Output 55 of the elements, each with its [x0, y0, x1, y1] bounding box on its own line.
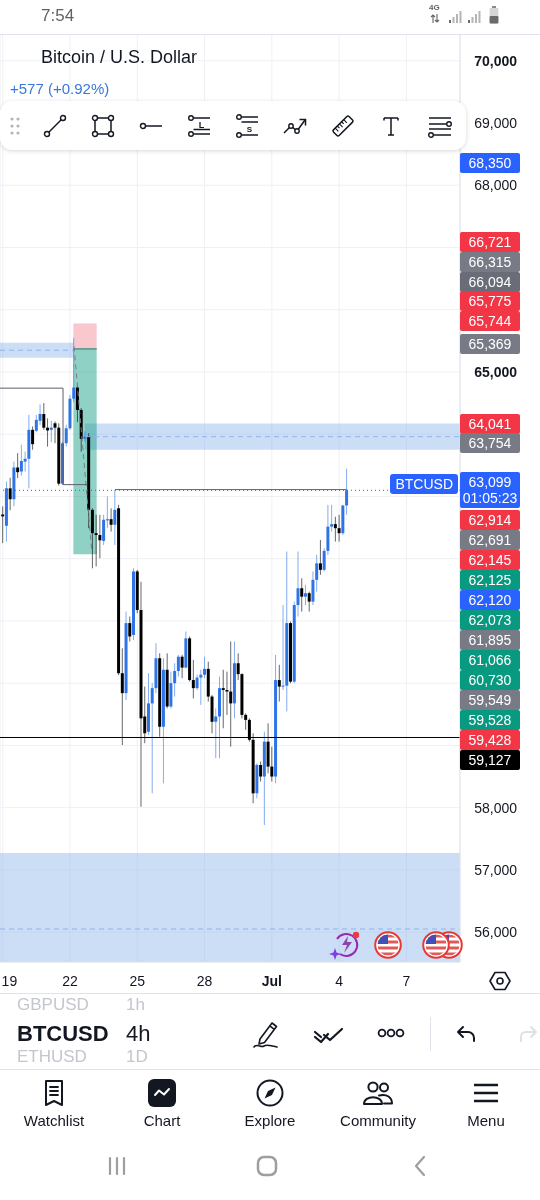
- text: 59,549: [460, 690, 520, 710]
- y-tick-label: 56,000: [474, 924, 518, 941]
- text: 65,775: [460, 291, 520, 311]
- y-tick-label: 68,000: [474, 177, 518, 194]
- text: +577 (+0.92%): [10, 80, 110, 98]
- text: 65,369: [460, 334, 520, 354]
- text: 59,528: [460, 710, 520, 730]
- text: 4G: [429, 3, 440, 13]
- annotation: BTCUSD: [390, 474, 458, 494]
- text: 62,120: [460, 590, 520, 610]
- x-tick-label: 4: [335, 973, 344, 989]
- x-tick-label: Jul: [261, 973, 282, 989]
- annotation: S: [246, 125, 253, 134]
- text: 64,041: [460, 414, 520, 434]
- x-tick-label: 19: [1, 973, 18, 989]
- text: 66,315: [460, 252, 520, 272]
- annotation: L: [198, 119, 205, 130]
- y-tick-label: 69,000: [474, 115, 518, 131]
- text: 66,094: [460, 272, 520, 292]
- text: Explore: [243, 1112, 297, 1130]
- x-tick-label: 22: [62, 973, 78, 989]
- text: Community: [339, 1112, 417, 1130]
- text: 65,744: [460, 311, 520, 331]
- text: 62,691: [460, 530, 520, 550]
- text: 7:54: [41, 6, 75, 26]
- text: 62,145: [460, 550, 520, 570]
- text: Bitcoin / U.S. Dollar: [41, 46, 198, 69]
- x-tick-label: 25: [129, 973, 146, 989]
- text: 61,066: [460, 650, 520, 670]
- text: GBPUSD: [17, 995, 89, 1015]
- text: Menu: [466, 1112, 506, 1130]
- text: 62,125: [460, 570, 520, 590]
- x-tick-label: 7: [402, 973, 411, 989]
- text: 59,428: [460, 730, 520, 750]
- text: 1h: [126, 995, 145, 1015]
- y-tick-label: 58,000: [474, 799, 518, 816]
- text: 60,730: [460, 670, 520, 690]
- text: 62,073: [460, 610, 520, 630]
- text: 62,914: [460, 510, 520, 530]
- ref-line-label: 59,127: [460, 752, 520, 768]
- text: 68,350: [460, 153, 520, 173]
- text: BTCUSD: [17, 1021, 109, 1047]
- x-tick-label: 28: [196, 973, 213, 989]
- text: 66,721: [460, 232, 520, 252]
- y-tick-label: 70,000: [474, 52, 518, 69]
- text: Chart: [142, 1112, 182, 1130]
- ref-line-label: 63,099 01:05:23: [460, 474, 520, 507]
- text: ETHUSD: [17, 1047, 87, 1067]
- y-tick-label: 65,000: [474, 363, 518, 380]
- text: 4h: [126, 1021, 151, 1047]
- text: 63,754: [460, 433, 520, 453]
- text: 61,895: [460, 630, 520, 650]
- text: Watchlist: [22, 1112, 86, 1130]
- y-tick-label: 57,000: [474, 861, 518, 878]
- text: 1D: [126, 1047, 148, 1067]
